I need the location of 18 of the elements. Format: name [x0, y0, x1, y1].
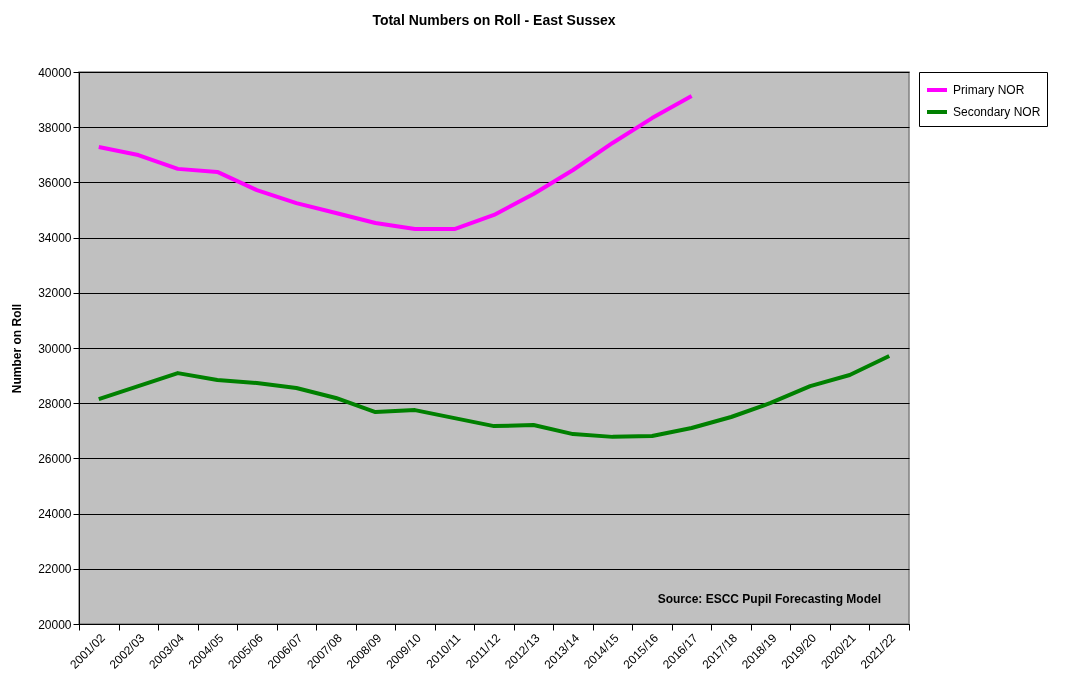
legend-label: Secondary NOR	[953, 105, 1041, 119]
y-tick-label: 30000	[38, 341, 72, 356]
y-tick-label: 26000	[38, 451, 72, 466]
legend-label: Primary NOR	[953, 83, 1025, 97]
y-tick-label: 24000	[38, 507, 72, 522]
y-tick-label: 38000	[38, 120, 72, 135]
annotation: Source: ESCC Pupil Forecasting Model	[657, 592, 881, 606]
y-tick-label: 32000	[38, 286, 72, 301]
y-tick-label: 22000	[38, 562, 72, 577]
y-tick-label: 20000	[38, 617, 72, 632]
y-tick-label: 36000	[38, 175, 72, 190]
line-series	[96, 354, 892, 439]
line-series	[96, 94, 694, 232]
y-tick-label: 34000	[38, 231, 72, 246]
y-tick-label: 28000	[38, 396, 72, 411]
chart-title: Total Numbers on Roll - East Sussex	[372, 12, 616, 28]
y-axis-title: Number on Roll	[10, 303, 25, 394]
y-tick-label: 40000	[38, 65, 72, 80]
